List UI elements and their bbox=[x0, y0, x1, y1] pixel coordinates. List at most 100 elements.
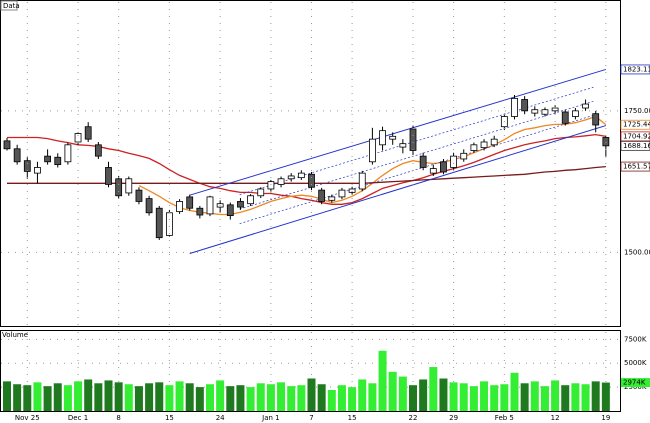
volume-bar bbox=[74, 381, 83, 411]
price-label-box bbox=[620, 119, 650, 130]
channel-line bbox=[189, 68, 606, 196]
candle-body bbox=[450, 155, 458, 168]
title-box bbox=[0, 0, 18, 11]
candle-body bbox=[531, 109, 539, 114]
x-tick-label: Dec 1 bbox=[68, 414, 88, 422]
channel-midline bbox=[239, 100, 594, 210]
candle-body bbox=[13, 148, 21, 163]
candle-body bbox=[551, 107, 559, 112]
volume-bar bbox=[490, 385, 499, 411]
candle-body bbox=[176, 201, 183, 213]
volume-bar bbox=[13, 384, 22, 411]
candle-body bbox=[440, 161, 447, 173]
volume-bar bbox=[520, 383, 529, 411]
candle-body bbox=[3, 140, 11, 150]
candle-body bbox=[54, 156, 62, 166]
volume-bar bbox=[317, 384, 326, 411]
channel-line bbox=[189, 125, 606, 255]
volume-bar bbox=[388, 371, 397, 411]
price-label-box bbox=[620, 64, 650, 75]
candle-body bbox=[582, 103, 589, 109]
price-label: 1704.92 bbox=[623, 132, 650, 140]
price-label-box bbox=[620, 140, 650, 151]
volume-bar bbox=[287, 386, 296, 411]
price-panel bbox=[0, 0, 621, 327]
candle-body bbox=[592, 113, 600, 126]
candle-body bbox=[399, 143, 407, 148]
candle-body bbox=[470, 144, 478, 151]
candle-body bbox=[257, 188, 265, 197]
volume-bar bbox=[601, 382, 610, 411]
volume-bar bbox=[398, 376, 407, 411]
x-tick-label: 8 bbox=[116, 414, 120, 422]
volume-bar bbox=[459, 383, 468, 411]
volume-bar bbox=[175, 381, 184, 411]
volume-bar bbox=[429, 367, 438, 411]
y-tick-label: 7500K bbox=[624, 335, 647, 343]
x-tick-label: 15 bbox=[165, 414, 174, 422]
candle-body bbox=[602, 137, 610, 147]
candle-body bbox=[409, 128, 417, 151]
candle-body bbox=[348, 188, 356, 193]
x-tick-label: 22 bbox=[409, 414, 418, 422]
volume-bar bbox=[348, 387, 357, 411]
price-label: 1651.57 bbox=[623, 163, 650, 171]
volume-bar bbox=[307, 378, 316, 411]
volume-bar bbox=[53, 383, 62, 411]
volume-bar bbox=[358, 379, 367, 411]
candle-body bbox=[308, 173, 315, 188]
volume-bar bbox=[530, 381, 539, 411]
volume-bar bbox=[246, 387, 255, 411]
moving-average bbox=[7, 133, 607, 205]
volume-bar bbox=[571, 383, 580, 411]
candle-body bbox=[429, 168, 437, 174]
volume-bar bbox=[94, 383, 103, 411]
candle-body bbox=[105, 167, 112, 185]
candle-body bbox=[125, 178, 133, 194]
x-tick-label: 12 bbox=[551, 414, 560, 422]
volume-bar bbox=[297, 385, 306, 411]
x-tick-label: 24 bbox=[216, 414, 225, 422]
candle-body bbox=[297, 172, 305, 179]
volume-bar bbox=[368, 383, 377, 411]
candle-body bbox=[206, 196, 214, 215]
candle-body bbox=[226, 204, 234, 216]
volume-bar bbox=[3, 381, 11, 411]
candle-body bbox=[287, 175, 295, 180]
candle-body bbox=[44, 155, 51, 163]
volume-bar bbox=[165, 385, 174, 411]
candle-body bbox=[521, 99, 529, 112]
candle-body bbox=[64, 144, 72, 163]
volume-label-box bbox=[621, 378, 650, 388]
volume-bar bbox=[216, 380, 225, 411]
volume-bar bbox=[33, 382, 42, 411]
volume-bar bbox=[409, 385, 417, 411]
volume-bar bbox=[124, 384, 133, 411]
volume-bar bbox=[145, 383, 154, 411]
volume-bar bbox=[439, 378, 448, 411]
volume-bar bbox=[449, 382, 458, 411]
candle-body bbox=[145, 198, 153, 214]
volume-bar bbox=[561, 385, 570, 411]
x-tick-label: 19 bbox=[601, 414, 610, 422]
candle-body bbox=[561, 111, 569, 124]
volume-bar bbox=[195, 387, 204, 411]
candle-body bbox=[490, 138, 498, 146]
candle-body bbox=[541, 109, 549, 115]
candle-body bbox=[115, 178, 123, 197]
candle-body bbox=[572, 110, 579, 117]
volume-bar bbox=[185, 383, 194, 411]
volume-bar bbox=[114, 382, 123, 411]
volume-bar bbox=[277, 382, 286, 411]
volume-bar bbox=[378, 350, 387, 411]
candle-body bbox=[267, 181, 275, 190]
price-label: 1823.110 bbox=[623, 65, 650, 73]
candle-body bbox=[135, 189, 143, 202]
candle-body bbox=[379, 130, 386, 146]
volume-title: Volume bbox=[2, 331, 28, 339]
candle-body bbox=[389, 135, 397, 140]
volume-bar bbox=[327, 389, 336, 411]
x-tick-label: Nov 25 bbox=[15, 414, 40, 422]
candle-body bbox=[277, 178, 285, 185]
